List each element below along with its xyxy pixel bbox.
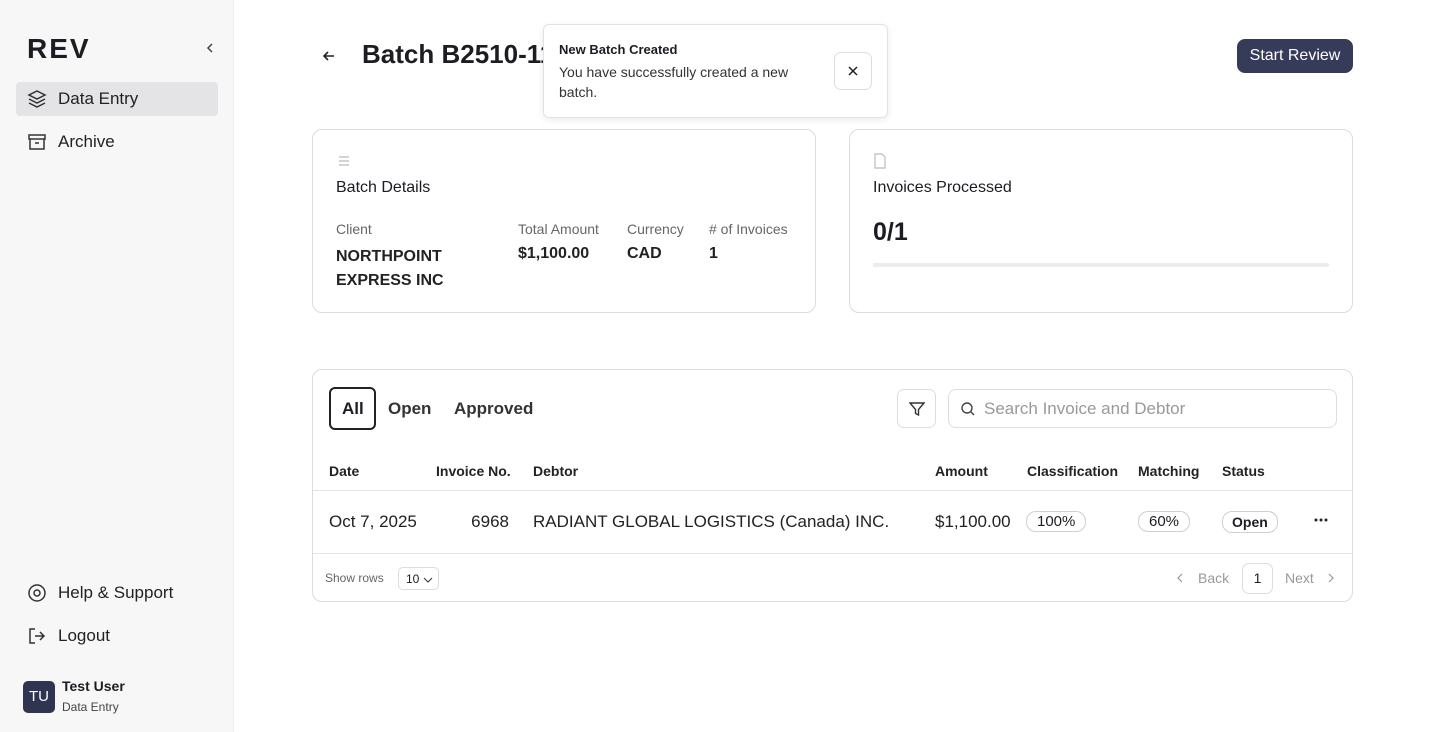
start-review-button[interactable]: Start Review (1237, 39, 1353, 73)
collapse-icon[interactable] (204, 42, 216, 54)
filter-button[interactable] (897, 389, 936, 428)
batch-details-card: Batch Details Client NORTHPOINT EXPRESS … (312, 129, 816, 313)
card-title: Batch Details (336, 179, 431, 196)
archive-icon (28, 134, 46, 150)
layers-icon (27, 90, 47, 108)
nav-item[interactable]: Archive (58, 132, 115, 151)
help-icon (28, 584, 46, 602)
next-button[interactable]: Next (1285, 570, 1314, 586)
invoices-processed-card: Invoices Processed 0/1 (849, 129, 1353, 313)
toast-title: New Batch Created (559, 42, 678, 57)
nav-item[interactable]: Help & Support (58, 583, 174, 602)
column-header: Amount (935, 463, 988, 479)
user-name: Test User (62, 678, 125, 694)
column-header: Debtor (533, 463, 579, 479)
field-value: 1 (709, 245, 718, 262)
classification-pill: 100% (1026, 511, 1087, 532)
column-header: Invoice No. (436, 463, 511, 479)
cell: 6968 (471, 512, 509, 531)
filter-icon (909, 402, 925, 417)
field-label: Client (336, 221, 372, 237)
matching-pill: 60% (1138, 511, 1191, 532)
list-icon (339, 156, 349, 166)
chevron-left (1177, 573, 1183, 583)
chevron-right (1328, 573, 1334, 583)
invoice-table-card: All Open Approved Search Invoice and Deb… (312, 369, 1353, 602)
row-menu[interactable] (1314, 517, 1328, 523)
page-title: Batch B2510-11 (362, 39, 555, 69)
sidebar: REV Data Entry Archive Help & Support Lo… (0, 0, 234, 732)
file-icon (874, 153, 886, 169)
field-label: Total Amount (518, 221, 599, 237)
nav-active[interactable] (16, 82, 218, 116)
page-number[interactable]: 1 (1242, 563, 1273, 594)
cell: RADIANT GLOBAL LOGISTICS (Canada) INC. (533, 512, 890, 531)
cell: $1,100.00 (935, 512, 1011, 531)
rows-value: 10 (406, 572, 420, 586)
tab[interactable]: Open (388, 399, 432, 418)
search-icon (961, 402, 975, 416)
field-value: NORTHPOINT EXPRESS INC (336, 248, 444, 289)
logout-icon (29, 628, 46, 644)
tab[interactable]: All (342, 399, 364, 418)
field-value: CAD (627, 245, 662, 262)
nav-item[interactable]: Logout (58, 626, 110, 645)
divider (313, 553, 1352, 554)
show-rows-label: Show rows (325, 571, 384, 585)
logo: REV (27, 33, 91, 64)
progress-track (873, 263, 1329, 267)
search-placeholder: Search Invoice and Debtor (984, 399, 1186, 418)
field-label: # of Invoices (709, 221, 788, 237)
column-header: Date (329, 463, 360, 479)
rows-select[interactable]: 10 (398, 567, 439, 590)
avatar: TU (23, 681, 55, 713)
processed-count: 0/1 (873, 218, 908, 246)
tab-active[interactable] (329, 387, 376, 430)
toast: New Batch Created You have successfully … (543, 24, 888, 118)
chevron-down (423, 577, 433, 583)
toast-close[interactable] (834, 52, 872, 90)
user-role: Data Entry (62, 700, 119, 714)
column-header: Status (1222, 463, 1265, 479)
cell: Oct 7, 2025 (329, 512, 417, 531)
toast-message: You have successfully created a new batc… (559, 64, 789, 100)
back-arrow[interactable] (321, 49, 337, 63)
column-header: Classification (1027, 463, 1119, 479)
back-button[interactable]: Back (1198, 570, 1230, 586)
search-input[interactable]: Search Invoice and Debtor (948, 389, 1337, 428)
card-title: Invoices Processed (873, 179, 1012, 196)
status-pill: Open (1222, 511, 1278, 533)
nav-item[interactable]: Data Entry (58, 89, 139, 108)
field-label: Currency (627, 221, 684, 237)
field-value: $1,100.00 (518, 245, 590, 262)
column-header: Matching (1138, 463, 1200, 479)
close-icon (848, 66, 858, 76)
divider (313, 490, 1352, 491)
tab[interactable]: Approved (454, 399, 534, 418)
